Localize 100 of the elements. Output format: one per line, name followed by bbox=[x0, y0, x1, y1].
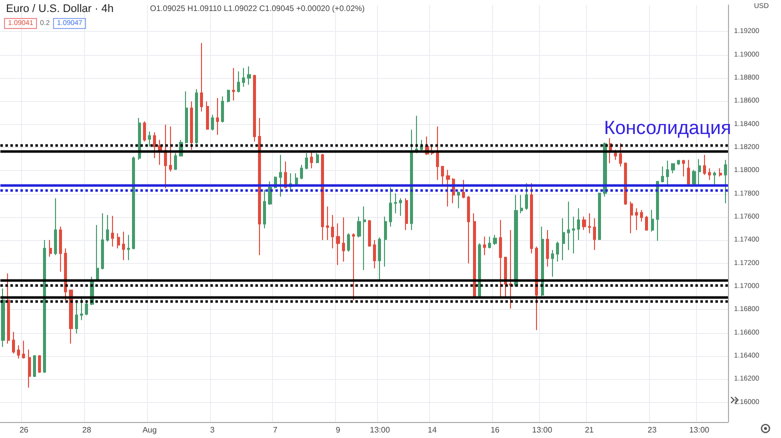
x-tick-label: 23 bbox=[648, 426, 658, 434]
candlestick bbox=[651, 209, 654, 232]
candlestick bbox=[227, 89, 230, 103]
x-tick-label: 13:00 bbox=[689, 426, 710, 434]
candlestick bbox=[520, 194, 523, 214]
candlestick bbox=[630, 201, 633, 234]
candlestick bbox=[54, 198, 57, 256]
candlestick bbox=[200, 42, 203, 112]
candlestick bbox=[106, 214, 109, 242]
candlestick bbox=[158, 139, 162, 166]
candlestick bbox=[122, 231, 125, 261]
candlestick bbox=[347, 232, 350, 252]
candlestick bbox=[493, 234, 497, 246]
candlestick bbox=[483, 236, 486, 256]
candlestick bbox=[117, 232, 120, 249]
candlestick bbox=[572, 216, 575, 254]
x-tick-label: 28 bbox=[82, 426, 92, 434]
candlestick bbox=[38, 354, 41, 374]
candlestick bbox=[588, 212, 591, 234]
candlestick bbox=[598, 192, 601, 241]
candlestick bbox=[232, 68, 235, 101]
x-tick-label: 7 bbox=[272, 426, 278, 434]
candlestick bbox=[446, 169, 450, 208]
candlestick bbox=[478, 242, 481, 298]
candlestick bbox=[69, 290, 73, 344]
candlestick bbox=[43, 240, 46, 374]
candlestick bbox=[190, 100, 193, 150]
candlestick bbox=[394, 192, 397, 214]
candlestick bbox=[75, 300, 78, 334]
candlestick bbox=[504, 256, 507, 298]
candlestick bbox=[326, 206, 329, 241]
x-tick-label: 3 bbox=[210, 426, 216, 434]
candlestick bbox=[462, 179, 465, 199]
candlestick bbox=[582, 216, 586, 230]
candlestick bbox=[96, 224, 99, 281]
candlestick bbox=[467, 195, 470, 264]
candlestick bbox=[59, 226, 62, 272]
candlestick bbox=[384, 216, 387, 268]
x-tick-label: 21 bbox=[584, 426, 594, 434]
candlestick bbox=[614, 149, 617, 160]
candlestick bbox=[305, 152, 308, 170]
candlestick bbox=[153, 132, 156, 159]
candlestick bbox=[671, 162, 675, 174]
candlestick bbox=[719, 168, 722, 178]
candlestick bbox=[49, 240, 52, 258]
candlestick bbox=[300, 164, 303, 180]
candlestick bbox=[457, 191, 460, 209]
candlestick bbox=[724, 159, 727, 204]
candlestick bbox=[211, 114, 214, 131]
candlestick bbox=[336, 222, 340, 266]
candlestick bbox=[268, 181, 272, 206]
candlestick bbox=[64, 248, 67, 301]
candlestick bbox=[593, 218, 596, 250]
x-tick-label: Aug bbox=[142, 426, 157, 434]
candlestick bbox=[185, 90, 188, 144]
candlestick bbox=[132, 156, 135, 250]
candlestick bbox=[247, 66, 251, 86]
candlestick bbox=[221, 96, 224, 123]
annotation: Консолидация bbox=[604, 118, 732, 140]
candlestick bbox=[85, 300, 88, 316]
candlestick bbox=[279, 154, 282, 198]
candlestick bbox=[530, 182, 533, 254]
candlestick bbox=[310, 151, 313, 169]
candlestick bbox=[80, 296, 83, 321]
candlestick bbox=[556, 241, 559, 262]
candlestick bbox=[640, 209, 643, 222]
x-tick-label: 14 bbox=[428, 426, 438, 434]
x-tick-label: 9 bbox=[336, 426, 341, 434]
candlestick bbox=[352, 232, 355, 301]
chart-subtitle: O1.09025 H1.09110 L1.09022 C1.09045 +0.00020 (+0.02%) bbox=[150, 4, 365, 13]
candlestick bbox=[169, 126, 172, 172]
candlestick bbox=[33, 354, 36, 378]
candlestick bbox=[488, 236, 491, 249]
candlestick bbox=[436, 126, 439, 180]
candlestick bbox=[7, 272, 10, 344]
candlestick bbox=[237, 70, 240, 93]
candlestick bbox=[127, 234, 130, 261]
candlestick bbox=[713, 171, 716, 186]
candlestick bbox=[143, 120, 146, 142]
candlestick bbox=[399, 198, 402, 216]
candlestick bbox=[698, 158, 701, 186]
x-tick-label: 16 bbox=[490, 426, 500, 434]
candlestick bbox=[101, 212, 104, 270]
candlestick bbox=[22, 340, 25, 360]
candlestick bbox=[378, 236, 381, 281]
candlestick bbox=[551, 249, 554, 278]
candlestick bbox=[321, 153, 324, 241]
candlestick bbox=[331, 214, 334, 249]
candlestick bbox=[206, 100, 209, 130]
candlestick bbox=[562, 218, 565, 261]
x-tick-label: 13:00 bbox=[532, 426, 553, 434]
candlestick bbox=[577, 208, 580, 241]
candlestick bbox=[342, 216, 345, 262]
candlestick bbox=[195, 88, 198, 144]
candlestick bbox=[420, 139, 423, 151]
candlestick bbox=[619, 142, 622, 167]
candlestick bbox=[441, 165, 444, 188]
candlestick bbox=[148, 130, 151, 148]
candlestick bbox=[541, 226, 544, 297]
candlestick bbox=[263, 189, 266, 229]
